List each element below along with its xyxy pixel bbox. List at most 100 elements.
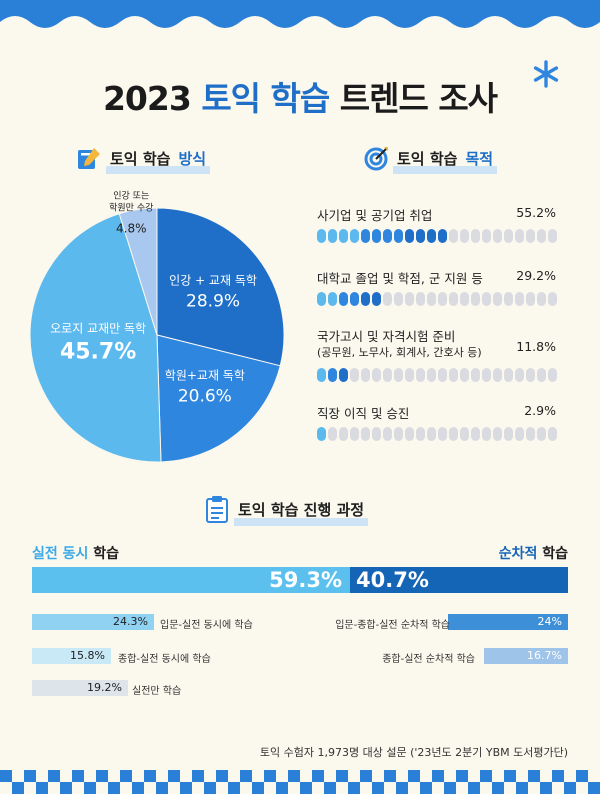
process-heading-text: 토익 학습 진행 과정 [238, 500, 365, 519]
checker-square [348, 782, 360, 794]
target-icon [364, 147, 388, 171]
purpose-dot [515, 427, 524, 441]
page-title: 2023 토익 학습 트렌드 조사 [0, 72, 600, 120]
purpose-dot [339, 292, 348, 306]
purpose-dot-bar-3 [317, 368, 557, 382]
checker-square [24, 770, 36, 782]
purpose-dot [471, 292, 480, 306]
purpose-dot-bar-2 [317, 292, 557, 306]
checker-square [204, 782, 216, 794]
purpose-dot [438, 229, 447, 243]
checker-square [276, 782, 288, 794]
purpose-label-4: 직장 이직 및 승진 [317, 406, 410, 421]
purpose-dot [526, 427, 535, 441]
left-breakdown-label-1: 입문-실전 동시에 학습 [160, 620, 253, 631]
purpose-dot [515, 292, 524, 306]
purpose-dot [394, 229, 403, 243]
purpose-dot [504, 427, 513, 441]
asterisk-icon [533, 60, 559, 88]
purpose-dot [526, 229, 535, 243]
purpose-dot [372, 292, 381, 306]
purpose-dot [471, 229, 480, 243]
purpose-dot [482, 427, 491, 441]
purpose-dot [383, 229, 392, 243]
purpose-dot [471, 427, 480, 441]
checker-square [264, 770, 276, 782]
purpose-dot [383, 292, 392, 306]
purpose-dot [350, 368, 359, 382]
purpose-dot [339, 368, 348, 382]
sequential-bar: 40.7% [350, 567, 568, 593]
purpose-dot [548, 229, 557, 243]
purpose-dot [449, 368, 458, 382]
top-wave-decoration [0, 0, 600, 28]
purpose-dot [548, 368, 557, 382]
pie-slice-label: 인강 + 교재 독학 [169, 273, 257, 287]
right-breakdown-bar-1: 24% [448, 614, 568, 630]
purpose-dot [317, 229, 326, 243]
purpose-dot [350, 427, 359, 441]
purpose-value-1: 55.2% [516, 205, 556, 220]
checker-square [312, 770, 324, 782]
right-breakdown-label-2: 종합-실전 순차적 학습 [382, 654, 475, 665]
purpose-dot [328, 229, 337, 243]
checker-square [84, 782, 96, 794]
section-purpose-heading: 토익 학습 목적 [363, 145, 498, 174]
checker-square [336, 770, 348, 782]
pie-slice-label: 오로지 교재만 독학 [50, 322, 146, 336]
purpose-dot [504, 292, 513, 306]
purpose-dot [438, 368, 447, 382]
purpose-dot [482, 292, 491, 306]
purpose-dot [449, 292, 458, 306]
purpose-dot [383, 368, 392, 382]
method-heading-highlight: 방식 [178, 149, 207, 168]
left-breakdown-label-3: 실전만 학습 [132, 686, 182, 697]
left-breakdown-value-2: 15.8% [70, 649, 105, 662]
purpose-label-3: 국가고시 및 자격시험 준비 [317, 329, 456, 344]
purpose-heading-plain: 토익 학습 [397, 149, 458, 168]
sequential-label-highlight: 순차적 [498, 546, 538, 562]
checker-square [420, 782, 432, 794]
pie-slice [30, 213, 162, 463]
purpose-dot [548, 292, 557, 306]
purpose-dot [361, 368, 370, 382]
checker-square [468, 782, 480, 794]
purpose-dot [504, 368, 513, 382]
purpose-dot [350, 229, 359, 243]
checker-square [528, 770, 540, 782]
simultaneous-label-rest: 학습 [93, 546, 120, 562]
checker-square [216, 770, 228, 782]
checker-square [36, 782, 48, 794]
purpose-dot [317, 368, 326, 382]
checker-square [384, 770, 396, 782]
pie-value-label: 28.9% [186, 291, 240, 311]
purpose-dot [405, 229, 414, 243]
purpose-dot-bar-4 [317, 427, 557, 441]
purpose-dot [416, 292, 425, 306]
section-process-heading: 토익 학습 진행 과정 [204, 495, 369, 526]
right-breakdown-bar-2: 16.7% [484, 648, 568, 664]
title-accent: 토익 학습 [201, 79, 330, 118]
survey-source-note: 토익 수험자 1,973명 대상 설문 ('23년도 2분기 YBM 도서평가단… [259, 746, 568, 759]
method-heading-plain: 토익 학습 [110, 149, 171, 168]
right-breakdown-value-1: 24% [537, 615, 562, 628]
purpose-dot [460, 427, 469, 441]
checker-square [516, 782, 528, 794]
purpose-dot [350, 292, 359, 306]
purpose-dot [328, 292, 337, 306]
purpose-dot [427, 229, 436, 243]
checker-square [540, 782, 552, 794]
left-breakdown-value-1: 24.3% [113, 615, 148, 628]
purpose-dot [471, 368, 480, 382]
checker-square [456, 770, 468, 782]
pie-slice [118, 207, 158, 336]
purpose-dot [449, 427, 458, 441]
purpose-dot [416, 427, 425, 441]
purpose-dot [405, 292, 414, 306]
purpose-dot [328, 427, 337, 441]
sequential-label: 순차적 학습 [499, 543, 568, 563]
purpose-dot [416, 368, 425, 382]
purpose-dot [394, 427, 403, 441]
checker-square [252, 782, 264, 794]
purpose-dot [361, 427, 370, 441]
